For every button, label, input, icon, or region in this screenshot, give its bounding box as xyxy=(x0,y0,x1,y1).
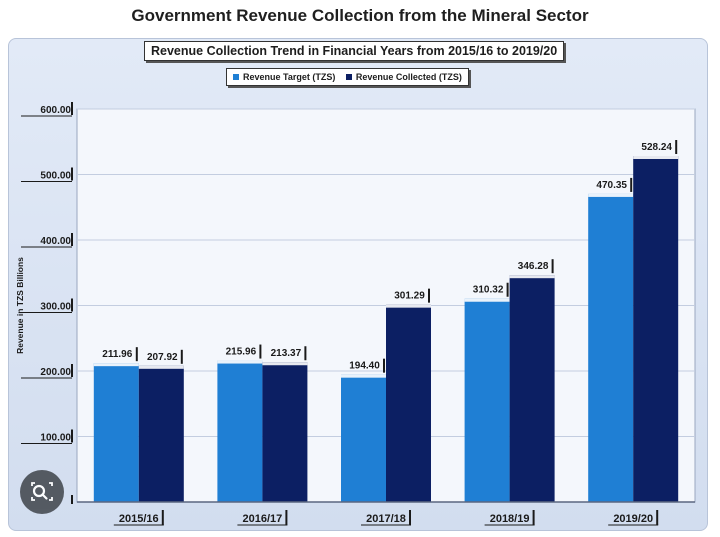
bar-target xyxy=(464,298,510,502)
chart-legend: Revenue Target (TZS) Revenue Collected (… xyxy=(226,68,469,86)
bar-collected xyxy=(509,275,555,502)
legend-swatch-collected xyxy=(345,74,352,80)
x-tick-label: 2017/18 xyxy=(366,513,406,525)
data-label: 470.35 xyxy=(596,180,627,191)
legend-swatch-target xyxy=(233,74,239,80)
chart-subtitle: Revenue Collection Trend in Financial Ye… xyxy=(144,41,565,61)
data-label: 211.96 xyxy=(102,349,132,360)
bar-top-edge xyxy=(262,362,308,366)
y-tick-label: 100.00 xyxy=(40,433,71,444)
bar-collected xyxy=(262,362,308,502)
bar-collected xyxy=(138,365,184,502)
bar-target xyxy=(93,363,139,502)
bar-top-edge xyxy=(93,363,139,367)
bar-top-edge xyxy=(341,374,386,378)
data-label: 207.92 xyxy=(147,352,178,363)
chart-frame: 100.00 200.00 300.00 400.00 500.00 600.00 Reve… xyxy=(8,38,708,531)
data-label: 528.24 xyxy=(641,142,672,153)
lens-search-button[interactable] xyxy=(20,470,64,514)
legend-item-collected: Revenue Collected (TZS) xyxy=(345,69,462,85)
x-tick-label: 2016/17 xyxy=(243,513,283,525)
legend-label-collected: Revenue Collected (TZS) xyxy=(355,72,462,82)
bar-collected xyxy=(386,304,431,502)
bar-top-edge xyxy=(217,360,263,364)
data-label: 346.28 xyxy=(518,261,549,272)
x-tick-label: 2018/19 xyxy=(490,513,530,525)
y-tick-label: 400.00 xyxy=(40,236,71,247)
x-tick-label: 2019/20 xyxy=(613,513,653,525)
y-tick-label: 300.00 xyxy=(40,302,71,313)
bar-target xyxy=(341,374,386,502)
page-title: Government Revenue Collection from the M… xyxy=(131,6,589,25)
bar-top-edge xyxy=(633,156,679,160)
y-tick-label: 600.00 xyxy=(40,105,71,116)
bar-top-edge xyxy=(509,275,555,279)
legend-label-target: Revenue Target (TZS) xyxy=(243,72,336,82)
bar-collected xyxy=(633,156,679,502)
bar-top-edge xyxy=(138,365,184,369)
data-label: 215.96 xyxy=(226,347,257,358)
data-label: 213.37 xyxy=(271,348,302,359)
data-label: 194.40 xyxy=(349,361,380,372)
y-axis-label: Revenue in TZS Billions xyxy=(15,257,25,354)
lens-icon xyxy=(31,482,53,501)
data-label: 301.29 xyxy=(394,291,425,302)
x-tick-label: 2015/16 xyxy=(119,513,159,525)
bar-target xyxy=(588,193,634,502)
data-label: 310.32 xyxy=(473,285,504,296)
bar-chart: 100.00 200.00 300.00 400.00 500.00 600.00 Reve… xyxy=(15,102,696,526)
y-tick-label: 500.00 xyxy=(40,171,71,182)
bar-top-edge xyxy=(588,193,634,197)
bar-target xyxy=(217,360,263,502)
bar-top-edge xyxy=(464,298,510,302)
legend-item-target: Revenue Target (TZS) xyxy=(233,69,335,85)
bar-top-edge xyxy=(386,304,431,308)
y-tick-label: 200.00 xyxy=(40,367,71,378)
